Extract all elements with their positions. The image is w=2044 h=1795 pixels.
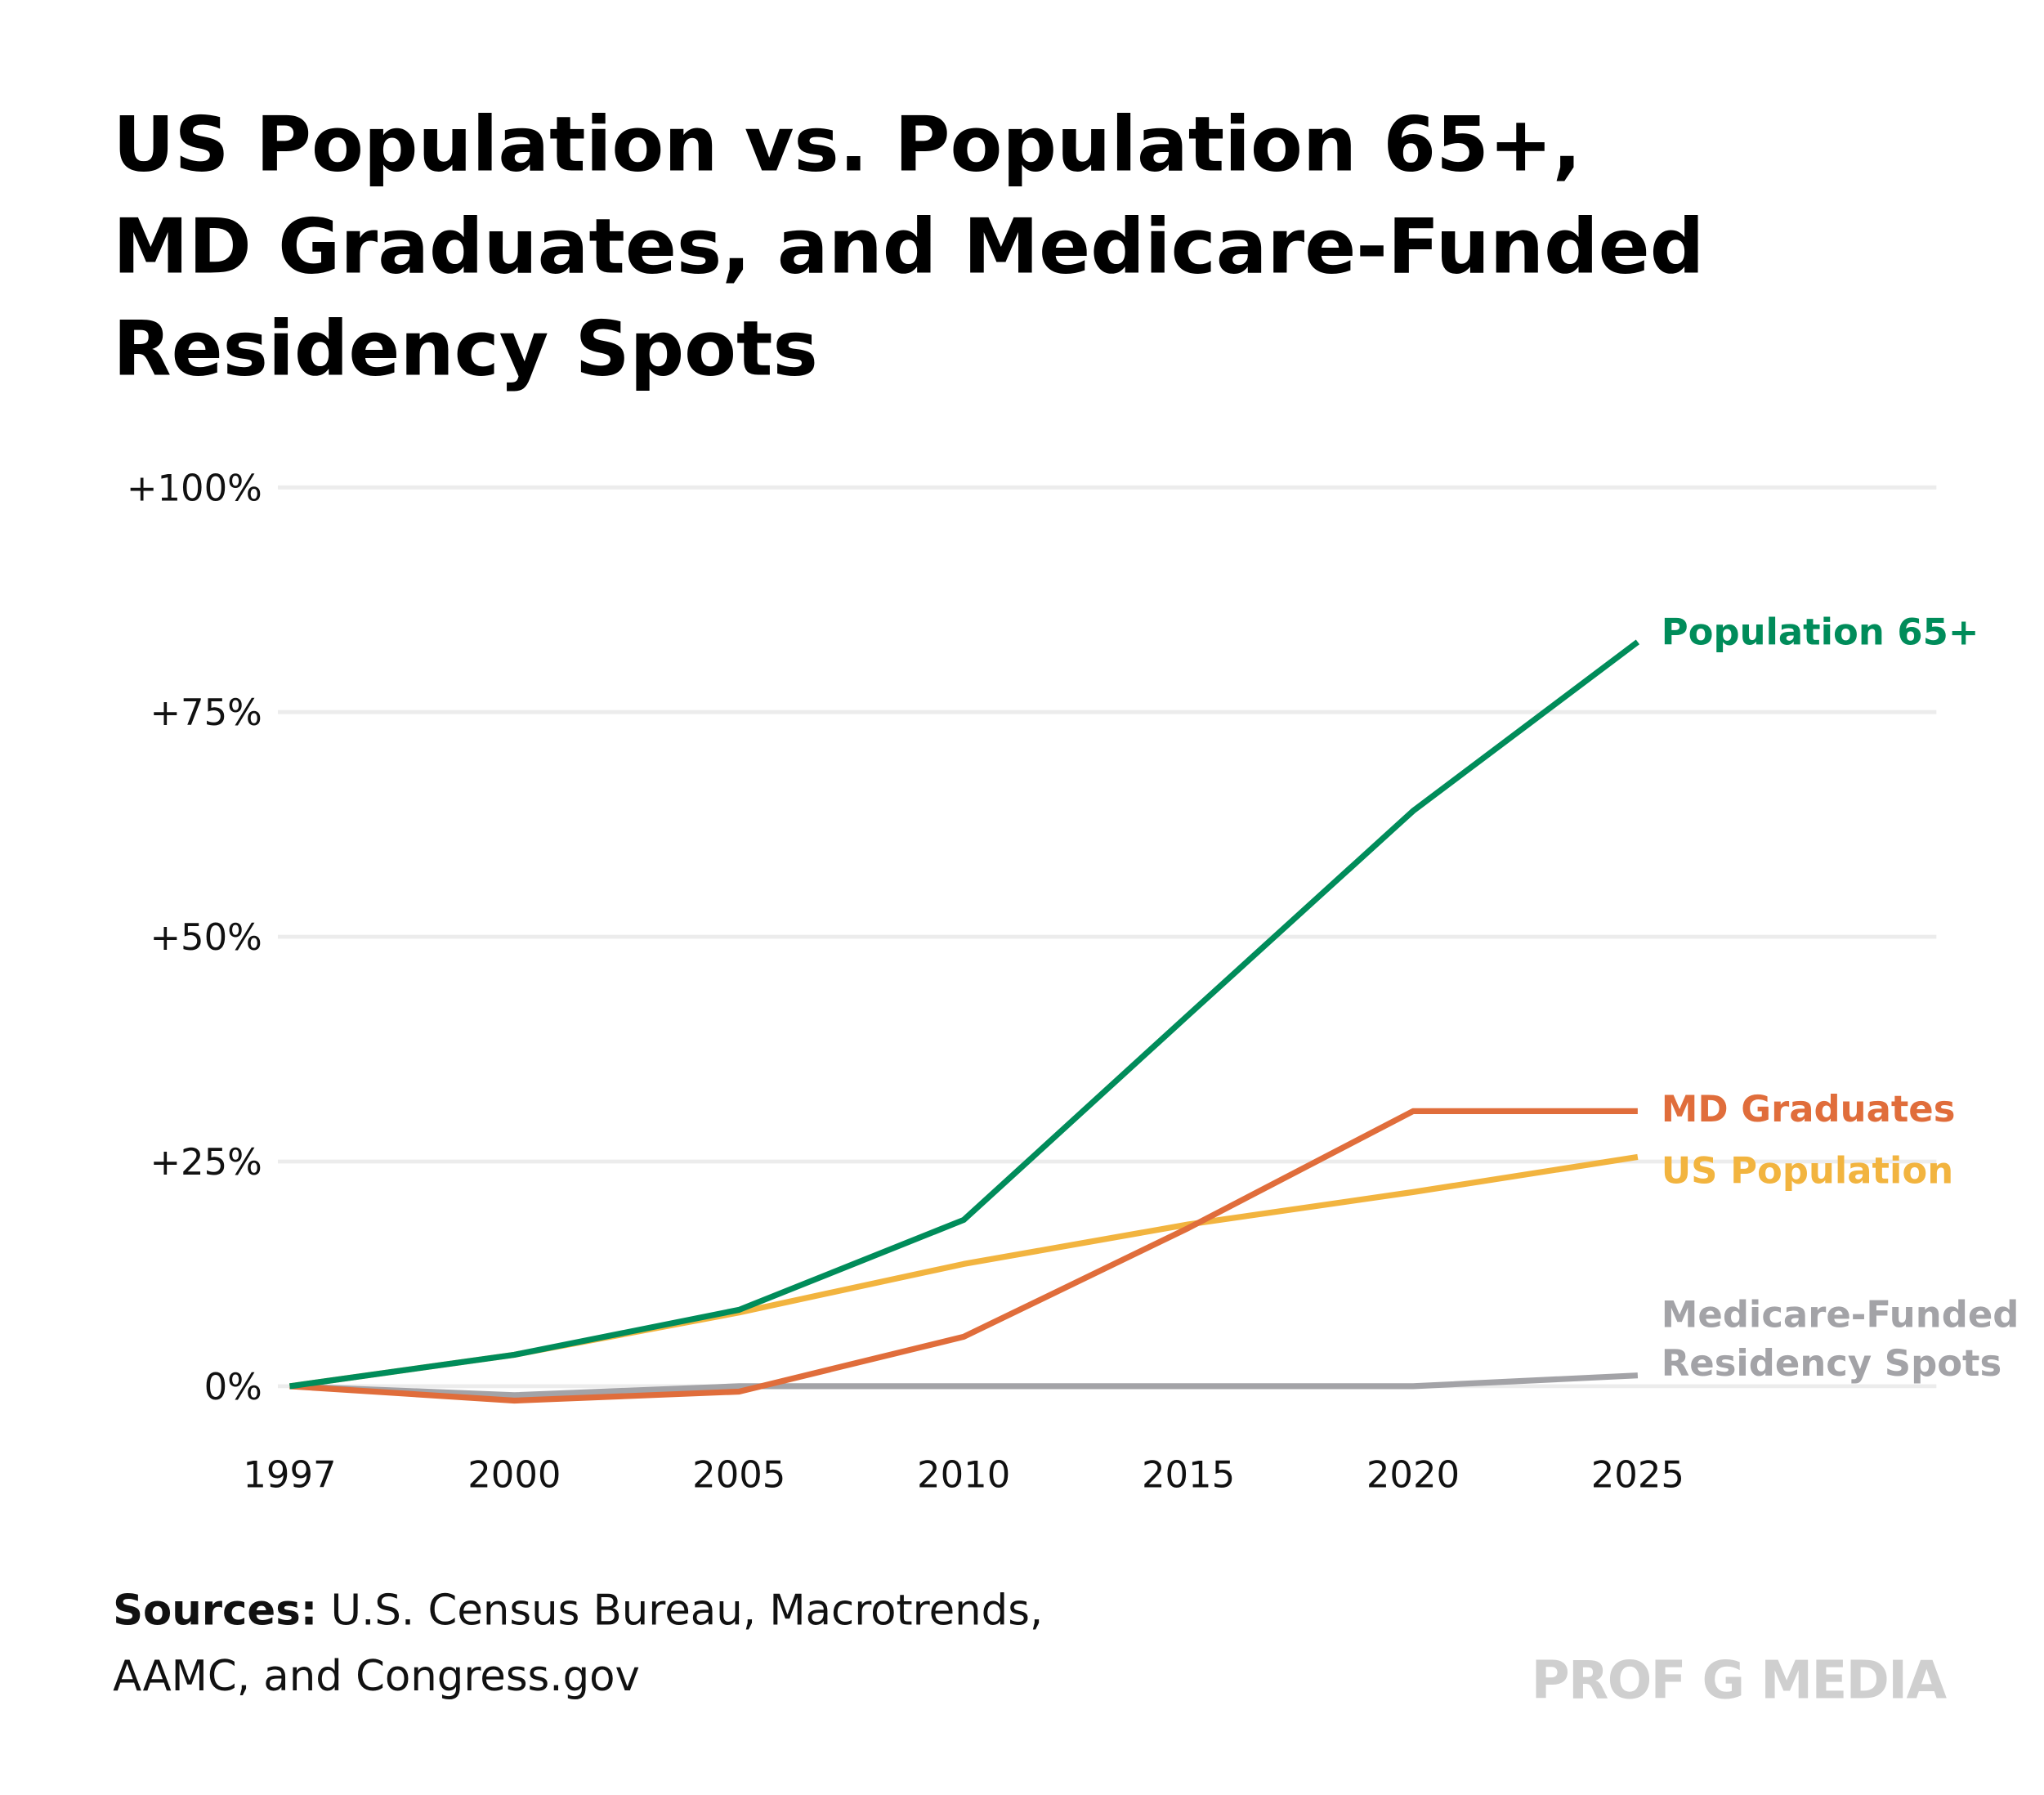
series-label: Medicare-Funded — [1662, 1293, 2019, 1336]
y-tick-label: +50% — [150, 915, 262, 959]
x-axis-ticks: 1997 2000 2005 2010 2015 2020 2025 — [243, 1453, 1684, 1496]
x-tick-label: 2025 — [1591, 1453, 1684, 1496]
brand-logo: PROF G MEDIA — [1532, 1650, 1948, 1711]
x-tick-label: 2020 — [1366, 1453, 1460, 1496]
y-tick-label: +100% — [127, 466, 262, 509]
x-tick-label: 2005 — [692, 1453, 785, 1496]
chart-title-line-3: Residency Spots — [113, 304, 818, 392]
x-tick-label: 2015 — [1142, 1453, 1235, 1496]
y-axis-ticks: 0% +25% +50% +75% +100% — [127, 466, 262, 1408]
series-lines — [288, 639, 1640, 1404]
y-tick-label: 0% — [204, 1365, 262, 1408]
sources-text-1: U.S. Census Bureau, Macrotrends, — [317, 1587, 1043, 1636]
series-labels: Medicare-Funded Residency Spots US Populat… — [1662, 611, 2019, 1385]
chart-title-line-1: US Population vs. Population 65+, — [113, 100, 1581, 188]
y-tick-label: +75% — [150, 691, 262, 734]
series-line-us-population — [288, 1153, 1639, 1390]
series-label: Population 65+ — [1662, 611, 1979, 654]
series-label: Residency Spots — [1662, 1341, 2002, 1385]
series-line-population-65- — [288, 639, 1640, 1390]
gridlines — [278, 485, 1937, 1389]
x-tick-label: 1997 — [243, 1453, 336, 1496]
sources-line-2: AAMC, and Congress.gov — [113, 1652, 640, 1701]
series-label: US Population — [1662, 1148, 1953, 1192]
sources-label: Sources: — [113, 1587, 317, 1636]
x-tick-label: 2010 — [917, 1453, 1010, 1496]
chart-title-line-2: MD Graduates, and Medicare-Funded — [113, 202, 1704, 290]
sources-line-1: Sources: U.S. Census Bureau, Macrotrends… — [113, 1587, 1043, 1636]
series-label: MD Graduates — [1662, 1087, 1956, 1130]
y-tick-label: +25% — [150, 1140, 262, 1184]
x-tick-label: 2000 — [467, 1453, 561, 1496]
